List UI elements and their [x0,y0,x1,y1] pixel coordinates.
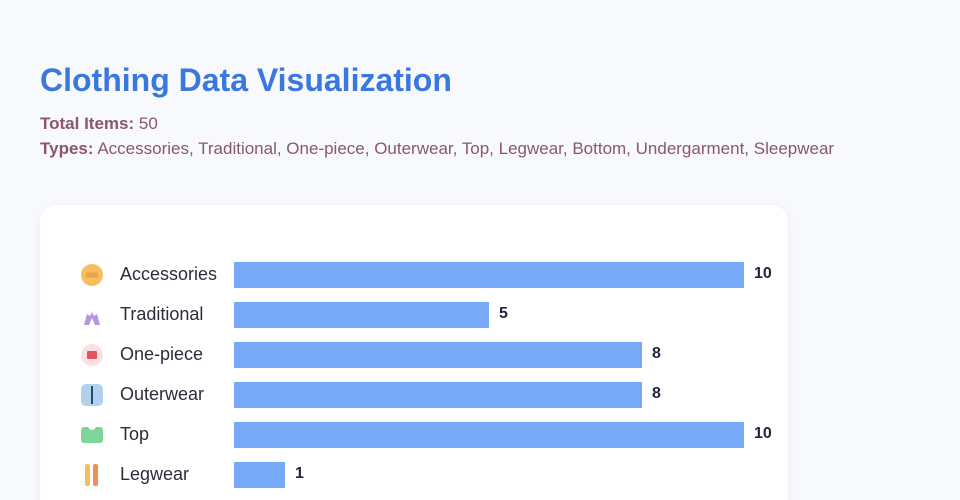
top-icon [80,423,104,447]
category-label: Top [120,424,150,444]
value-label: 10 [754,425,772,442]
total-items-value: 50 [138,114,158,133]
chart-row: Outerwear 8 [40,382,788,408]
chart-card: Accessories 10 Traditional 5 One-piece 8 Outer… [40,205,788,500]
types-value: Accessories, Traditional, One-piece, Out… [97,139,835,158]
summary-block: Total Items: 50 Types: Accessories, Trad… [40,111,880,161]
accessories-icon [80,263,104,287]
chart-row: Legwear 1 [40,462,788,488]
types-label: Types: [40,139,94,158]
value-label: 5 [499,305,508,322]
types-line: Types: Accessories, Traditional, One-pie… [40,136,880,161]
category-label: One-piece [120,344,204,364]
chart-row: Accessories 10 [40,262,788,288]
value-label: 10 [754,265,772,282]
total-items-line: Total Items: 50 [40,111,880,136]
traditional-icon [80,303,104,327]
bar [234,422,744,448]
bar [234,382,642,408]
bar [234,462,285,488]
total-items-label: Total Items: [40,114,135,133]
one-piece-icon [80,343,104,367]
value-label: 1 [295,465,304,482]
value-label: 8 [652,345,661,362]
chart-row: Traditional 5 [40,302,788,328]
page-title: Clothing Data Visualization [40,62,452,98]
category-label: Legwear [120,464,190,484]
value-label: 8 [652,385,661,402]
category-label: Accessories [120,264,218,284]
chart-row: One-piece 8 [40,342,788,368]
bar [234,302,489,328]
legwear-icon [80,463,104,487]
chart-row: Top 10 [40,422,788,448]
category-label: Outerwear [120,384,205,404]
bar [234,262,744,288]
outerwear-icon [80,383,104,407]
category-label: Traditional [120,304,204,324]
bar [234,342,642,368]
